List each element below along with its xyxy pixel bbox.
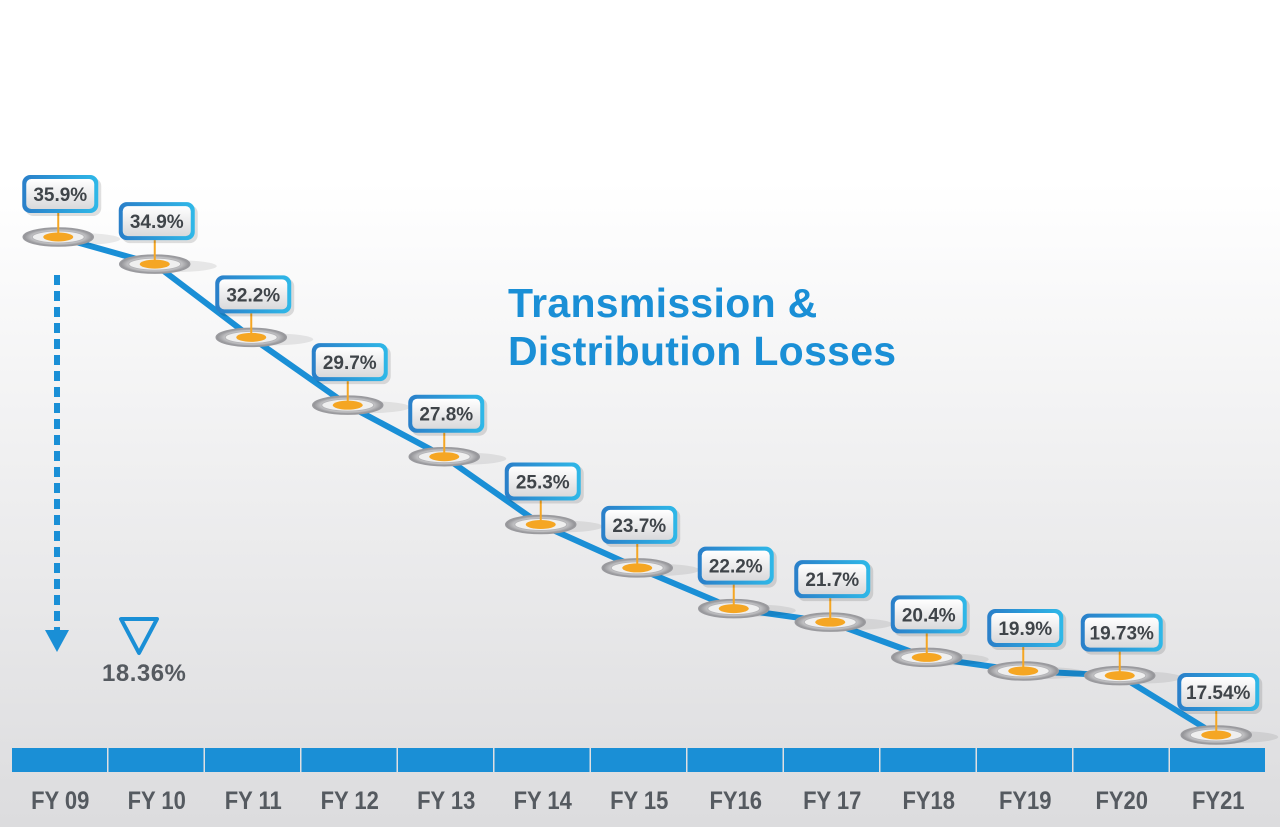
- axis-bar-5: [398, 748, 493, 772]
- data-label: 32.2%: [215, 275, 295, 317]
- data-label-text: 34.9%: [130, 212, 184, 233]
- axis-bar-6: [494, 748, 590, 772]
- data-point: [1084, 665, 1182, 686]
- axis-bar-2: [108, 748, 204, 772]
- data-label-text: 22.2%: [709, 557, 763, 578]
- data-point: [698, 598, 796, 619]
- down-triangle-icon: [119, 617, 159, 655]
- data-label-text: 20.4%: [902, 605, 956, 626]
- x-tick-label: FY 12: [321, 787, 379, 815]
- chart-title-line-2: Distribution Losses: [508, 328, 897, 374]
- axis-bar-8: [687, 748, 783, 772]
- data-label: 17.54%: [1177, 673, 1263, 714]
- data-label-text: 17.54%: [1186, 683, 1251, 704]
- data-point: [22, 227, 121, 247]
- data-label: 19.73%: [1080, 613, 1166, 655]
- data-point: [891, 647, 989, 668]
- axis-bar-7: [591, 748, 686, 772]
- arrow-head-icon: [45, 630, 69, 652]
- axis-bar-13: [1170, 748, 1265, 772]
- data-label-text: 32.2%: [226, 285, 280, 306]
- data-label-text: 19.9%: [998, 619, 1052, 640]
- data-label-text: 29.7%: [323, 353, 377, 374]
- data-label-text: 23.7%: [612, 516, 666, 537]
- data-label-text: 19.73%: [1090, 624, 1155, 645]
- data-label: 25.3%: [504, 462, 584, 504]
- data-point: [215, 327, 314, 348]
- data-label: 27.8%: [408, 394, 488, 436]
- data-label-text: 25.3%: [516, 473, 570, 494]
- data-label: 19.9%: [987, 608, 1067, 650]
- decline-arrow: [45, 275, 159, 655]
- chart-title-line-1: Transmission &: [508, 280, 818, 326]
- x-tick-label: FY 15: [610, 787, 668, 815]
- axis-bar-12: [1073, 748, 1169, 772]
- x-tick-label: FY 11: [225, 787, 282, 815]
- summary-value: 18.36%: [102, 660, 187, 687]
- x-tick-label: FY19: [999, 787, 1052, 815]
- data-label: 34.9%: [118, 202, 198, 244]
- data-point: [312, 395, 410, 415]
- data-label: 22.2%: [697, 546, 777, 588]
- axis-bar-4: [301, 748, 397, 772]
- data-point: [794, 612, 893, 632]
- x-tick-label: FY21: [1192, 787, 1245, 815]
- axis-bar-11: [977, 748, 1072, 772]
- data-label-text: 27.8%: [419, 405, 473, 426]
- axis-bar-3: [205, 748, 300, 772]
- data-label: 21.7%: [794, 560, 874, 602]
- x-tick-label: FY 14: [514, 787, 572, 815]
- data-label: 23.7%: [601, 505, 681, 547]
- data-labels: 35.9% 34.9% 32.2% 29.7% 27.8% 25.3% 23.7% 22.2%…: [22, 175, 1263, 731]
- data-markers: [22, 227, 1279, 745]
- x-tick-label: FY20: [1095, 787, 1148, 815]
- data-point: [987, 661, 1086, 681]
- data-point: [119, 254, 217, 274]
- data-point: [505, 514, 603, 535]
- x-tick-label: FY 17: [803, 787, 861, 815]
- data-point: [1180, 725, 1279, 745]
- axis-bar-1: [12, 748, 107, 772]
- axis-bar-10: [880, 748, 976, 772]
- data-label: 29.7%: [311, 343, 391, 385]
- data-label-text: 35.9%: [33, 185, 87, 206]
- x-tick-labels: FY 09 FY 10 FY 11 FY 12 FY 13 FY 14 FY 15 FY16 F…: [31, 787, 1244, 815]
- x-tick-label: FY 09: [31, 787, 89, 815]
- x-tick-label: FY 13: [417, 787, 475, 815]
- data-label: 20.4%: [890, 595, 970, 637]
- x-tick-label: FY16: [709, 787, 762, 815]
- x-tick-label: FY18: [902, 787, 955, 815]
- data-point: [601, 558, 700, 578]
- x-tick-label: FY 10: [128, 787, 186, 815]
- data-point: [408, 446, 507, 467]
- x-axis-bars: [12, 748, 1265, 772]
- axis-bar-9: [784, 748, 879, 772]
- data-label: 35.9%: [22, 175, 102, 216]
- data-label-text: 21.7%: [805, 570, 859, 591]
